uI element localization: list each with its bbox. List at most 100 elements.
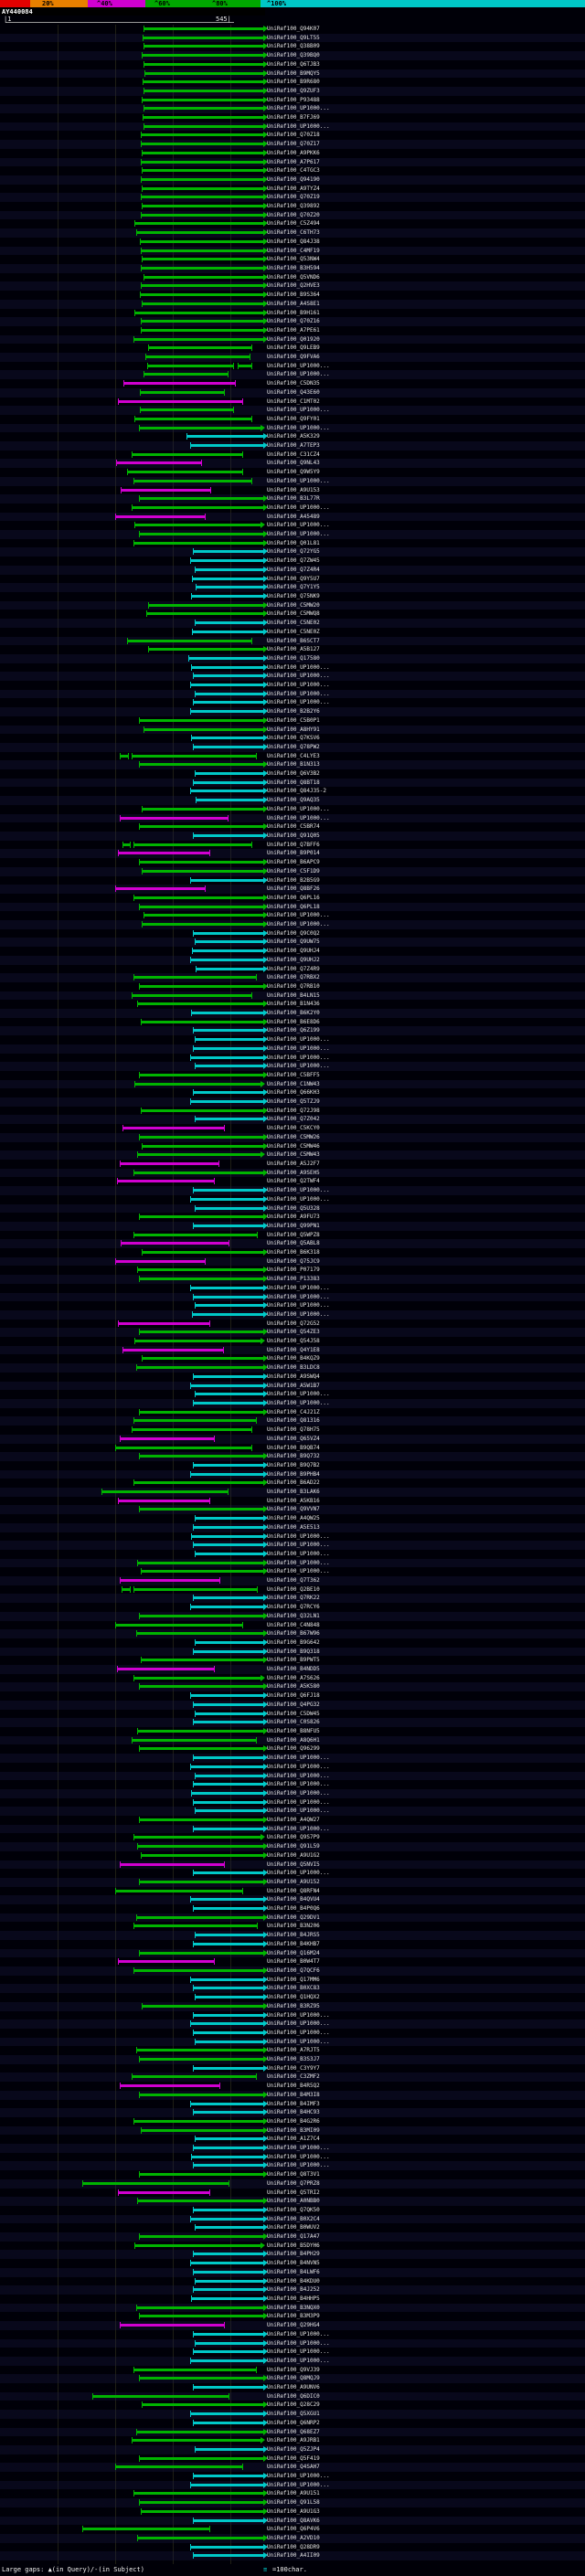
hit-bar[interactable] xyxy=(136,1002,263,1006)
hit-bar[interactable] xyxy=(195,1517,263,1521)
hit-label[interactable]: UniRef100_B4IMF3 xyxy=(267,2100,320,2107)
hit-bar[interactable] xyxy=(141,2128,263,2132)
hit-label[interactable]: UniRef100_C4TGC3 xyxy=(267,167,320,175)
hit-label[interactable]: UniRef100_Q01920 xyxy=(267,335,320,343)
hit-bar[interactable] xyxy=(120,754,129,758)
hit-bar[interactable] xyxy=(120,1436,215,1440)
hit-bar[interactable] xyxy=(136,1153,261,1157)
hit-label[interactable]: UniRef100_UP1000... xyxy=(267,2473,330,2480)
hit-label[interactable]: UniRef100_Q29DV1 xyxy=(267,1913,320,1921)
hit-bar[interactable] xyxy=(142,151,263,154)
hit-label[interactable]: UniRef100_Q6DIC0 xyxy=(267,2392,320,2400)
hit-bar[interactable] xyxy=(143,62,263,66)
hit-label[interactable]: UniRef100_Q7KSV6 xyxy=(267,735,320,742)
hit-label[interactable]: UniRef100_Q28C29 xyxy=(267,2401,320,2409)
hit-bar[interactable] xyxy=(127,639,252,642)
hit-bar[interactable] xyxy=(138,984,263,988)
hit-bar[interactable] xyxy=(190,2297,263,2300)
hit-bar[interactable] xyxy=(134,311,263,314)
hit-bar[interactable] xyxy=(117,399,242,403)
hit-bar[interactable] xyxy=(141,1853,263,1857)
hit-bar[interactable] xyxy=(134,524,261,527)
hit-bar[interactable] xyxy=(195,2279,263,2283)
hit-label[interactable]: UniRef100_A4QW25 xyxy=(267,1515,320,1522)
hit-label[interactable]: UniRef100_A4II09 xyxy=(267,2552,320,2560)
hit-label[interactable]: UniRef100_A8Q6H1 xyxy=(267,1736,320,1744)
hit-bar[interactable] xyxy=(143,116,263,120)
hit-bar[interactable] xyxy=(195,1304,263,1308)
hit-label[interactable]: UniRef100_Q6PL18 xyxy=(267,903,320,910)
hit-bar[interactable] xyxy=(190,444,263,448)
hit-label[interactable]: UniRef100_UP1000... xyxy=(267,699,330,706)
hit-bar[interactable] xyxy=(193,2421,263,2424)
hit-label[interactable]: UniRef100_UP1000... xyxy=(267,1542,330,1549)
hit-bar[interactable] xyxy=(139,1277,263,1281)
hit-bar[interactable] xyxy=(194,1065,263,1068)
hit-label[interactable]: UniRef100_Q17A47 xyxy=(267,2233,320,2241)
hit-label[interactable]: UniRef100_Q5NVI5 xyxy=(267,1860,320,1868)
hit-label[interactable]: UniRef100_B67W96 xyxy=(267,1630,320,1638)
hit-label[interactable]: UniRef100_C4J21Z xyxy=(267,1408,320,1415)
hit-label[interactable]: UniRef100_B5DYH6 xyxy=(267,2242,320,2249)
hit-bar[interactable] xyxy=(133,1481,263,1485)
hit-label[interactable]: UniRef100_UP1000... xyxy=(267,1302,330,1309)
hit-label[interactable]: UniRef100_Q5WPZ8 xyxy=(267,1231,320,1238)
hit-bar[interactable] xyxy=(147,603,263,607)
hit-bar[interactable] xyxy=(82,2528,210,2531)
hit-label[interactable]: UniRef100_UP1000... xyxy=(267,1391,330,1398)
hit-label[interactable]: UniRef100_Q54ZE3 xyxy=(267,1329,320,1336)
hit-label[interactable]: UniRef100_C5B0P1 xyxy=(267,716,320,724)
hit-label[interactable]: UniRef100_Q8RFN4 xyxy=(267,1887,320,1894)
hit-label[interactable]: UniRef100_UP1000... xyxy=(267,105,330,112)
hit-label[interactable]: UniRef100_Q9LEB9 xyxy=(267,345,320,352)
hit-label[interactable]: UniRef100_Q5XGU1 xyxy=(267,2411,320,2418)
hit-label[interactable]: UniRef100_Q01L81 xyxy=(267,539,320,546)
hit-label[interactable]: UniRef100_UP1000... xyxy=(267,2481,330,2488)
hit-bar[interactable] xyxy=(190,737,263,740)
hit-label[interactable]: UniRef100_B3NQX0 xyxy=(267,2304,320,2311)
hit-bar[interactable] xyxy=(192,1702,263,1706)
hit-label[interactable]: UniRef100_A9UNV6 xyxy=(267,2384,320,2391)
hit-label[interactable]: UniRef100_B1N313 xyxy=(267,761,320,769)
hit-label[interactable]: UniRef100_B9Q318 xyxy=(267,1648,320,1655)
hit-bar[interactable] xyxy=(190,2155,263,2158)
hit-bar[interactable] xyxy=(195,1552,263,1555)
hit-bar[interactable] xyxy=(195,1934,263,1937)
hit-bar[interactable] xyxy=(190,1898,263,1902)
hit-bar[interactable] xyxy=(192,1596,263,1600)
hit-label[interactable]: UniRef100_B4KDU0 xyxy=(267,2277,320,2284)
hit-label[interactable]: UniRef100_A9TYZ4 xyxy=(267,185,320,192)
hit-bar[interactable] xyxy=(139,1747,263,1751)
hit-label[interactable]: UniRef100_Q78H75 xyxy=(267,1426,320,1434)
hit-label[interactable]: UniRef100_A9FU73 xyxy=(267,1214,320,1221)
hit-bar[interactable] xyxy=(132,505,263,509)
hit-bar[interactable] xyxy=(122,1348,224,1352)
hit-label[interactable]: UniRef100_UP1000... xyxy=(267,477,330,484)
hit-label[interactable]: UniRef100_Q84J38 xyxy=(267,238,320,245)
hit-bar[interactable] xyxy=(136,1915,263,1919)
hit-bar[interactable] xyxy=(139,1215,263,1219)
hit-label[interactable]: UniRef100_Q6V3B2 xyxy=(267,770,320,778)
hit-label[interactable]: UniRef100_Q91L59 xyxy=(267,1843,320,1850)
hit-label[interactable]: UniRef100_UP1000... xyxy=(267,522,330,529)
hit-bar[interactable] xyxy=(195,2040,263,2043)
hit-label[interactable]: UniRef100_UP1000... xyxy=(267,1310,330,1318)
hit-label[interactable]: UniRef100_Q5VND6 xyxy=(267,273,320,281)
hit-bar[interactable] xyxy=(138,2501,263,2505)
hit-label[interactable]: UniRef100_B4LWF6 xyxy=(267,2268,320,2275)
hit-label[interactable]: UniRef100_A9SEH5 xyxy=(267,1169,320,1176)
hit-bar[interactable] xyxy=(190,2262,263,2265)
hit-bar[interactable] xyxy=(139,2456,263,2460)
hit-label[interactable]: UniRef100_Q84J35-2 xyxy=(267,788,327,795)
hit-label[interactable]: UniRef100_Q70Z20 xyxy=(267,211,320,218)
hit-bar[interactable] xyxy=(193,1189,263,1193)
hit-bar[interactable] xyxy=(138,718,263,722)
hit-bar[interactable] xyxy=(143,275,263,279)
hit-label[interactable]: UniRef100_A7S626 xyxy=(267,1674,320,1681)
hit-bar[interactable] xyxy=(134,417,252,420)
hit-label[interactable]: UniRef100_Q75NK9 xyxy=(267,593,320,599)
hit-label[interactable]: UniRef100_C4LYE3 xyxy=(267,752,320,759)
hit-label[interactable]: UniRef100_UP1000... xyxy=(267,424,330,431)
hit-bar[interactable] xyxy=(132,1428,252,1432)
hit-bar[interactable] xyxy=(114,1259,205,1263)
